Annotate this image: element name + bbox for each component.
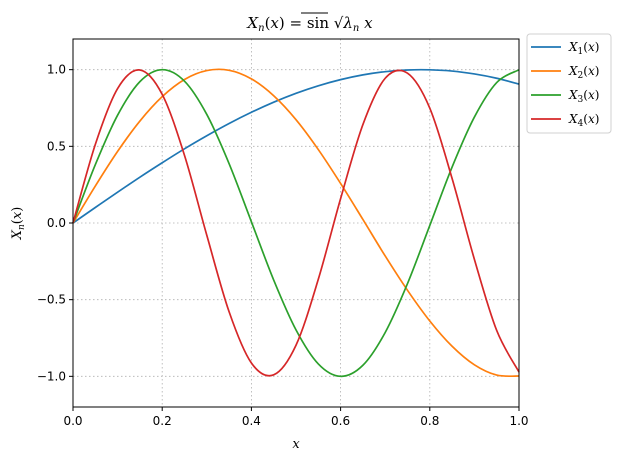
y-axis: −1.0 −0.5 0.0 0.5 1.0: [37, 63, 73, 384]
x-tick-label: 0.2: [153, 414, 172, 428]
x-axis: 0.0 0.2 0.4 0.6 0.8 1.0: [63, 407, 528, 428]
series-line-x1: [73, 70, 519, 223]
y-tick-label: −0.5: [37, 293, 66, 307]
legend: X1(x)X2(x)X3(x)X4(x): [527, 34, 611, 133]
y-tick-label: 1.0: [47, 63, 66, 77]
x-tick-label: 0.4: [242, 414, 261, 428]
x-axis-label: x: [292, 437, 300, 452]
series-lines: [73, 69, 519, 376]
y-tick-label: −1.0: [37, 369, 66, 383]
y-tick-label: 0.0: [47, 216, 66, 230]
x-tick-label: 0.8: [420, 414, 439, 428]
x-tick-label: 1.0: [509, 414, 528, 428]
y-axis-label: Xn(x): [10, 207, 27, 241]
plot-frame: [73, 39, 519, 407]
grid: [73, 39, 519, 407]
x-tick-label: 0.6: [331, 414, 350, 428]
series-line-x3: [73, 70, 519, 377]
y-tick-label: 0.5: [47, 139, 66, 153]
x-tick-label: 0.0: [63, 414, 82, 428]
chart-title: Xn(x) = sin √λn x: [246, 14, 373, 34]
